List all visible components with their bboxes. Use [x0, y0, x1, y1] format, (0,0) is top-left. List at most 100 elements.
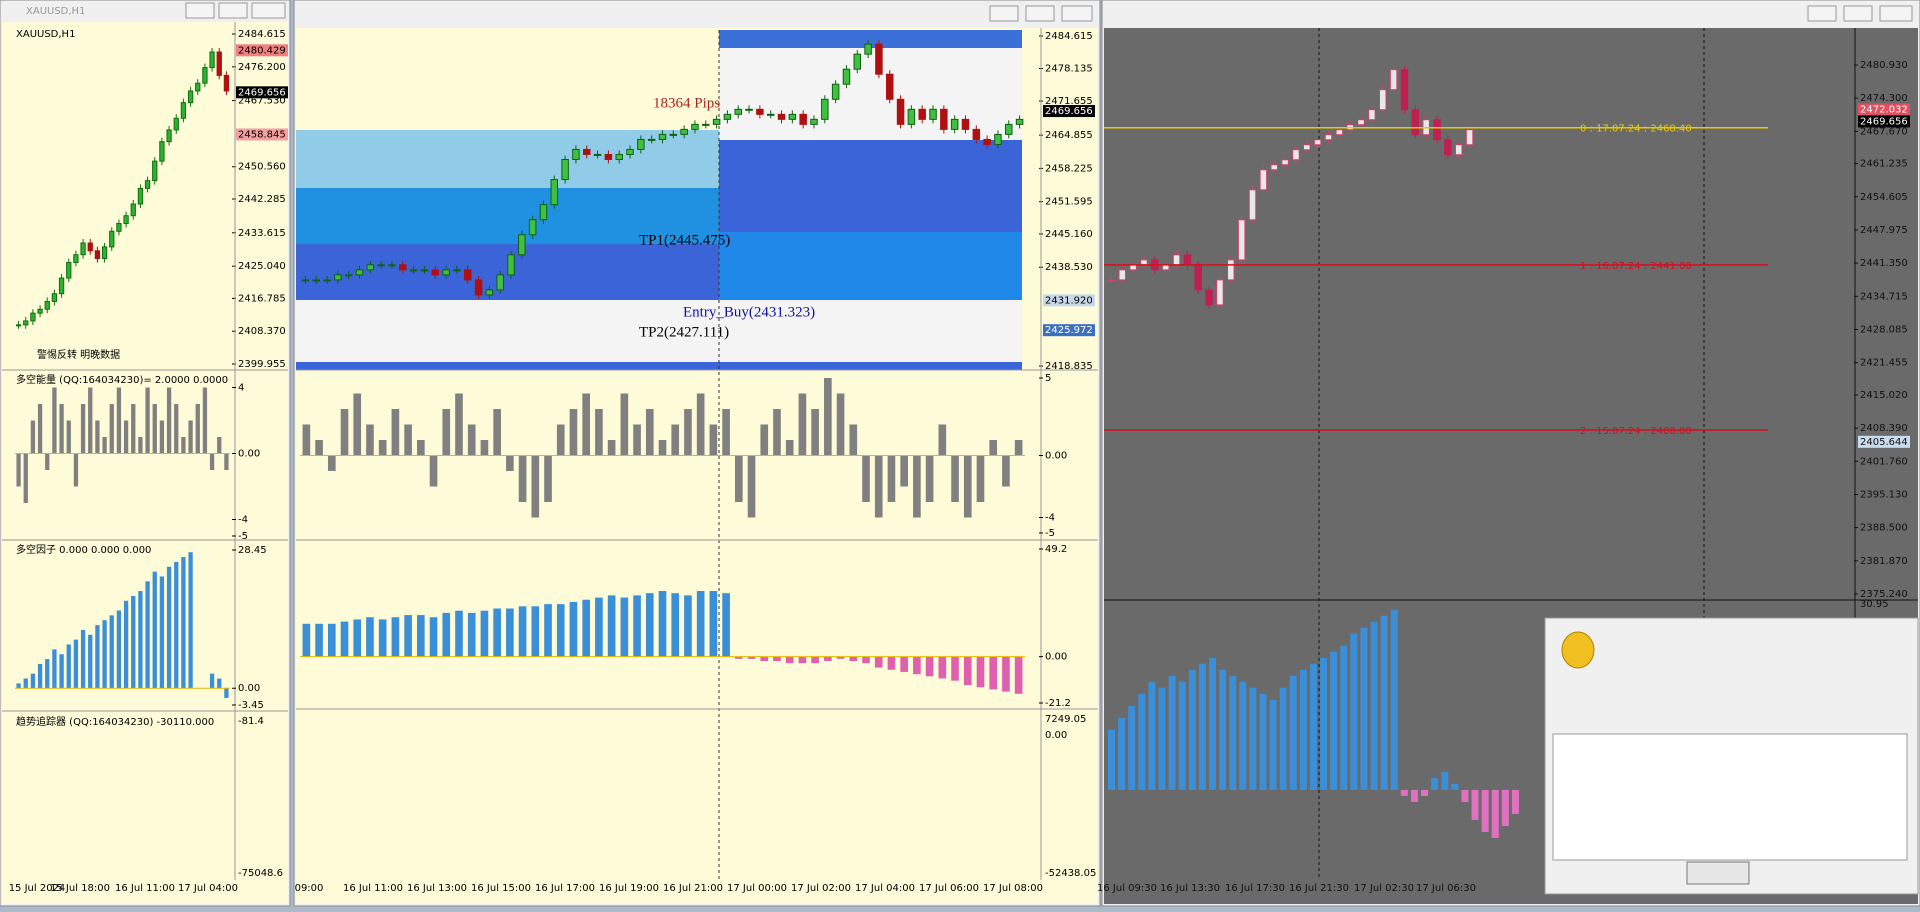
- candle: [745, 108, 753, 111]
- tick-label: 2415.020: [1860, 390, 1908, 401]
- hist-bar: [773, 656, 781, 661]
- hist-bar: [735, 656, 743, 659]
- hist-bar: [620, 393, 629, 456]
- candle: [202, 67, 208, 84]
- hist-bar: [1148, 681, 1156, 790]
- hist-bar: [455, 393, 463, 456]
- hist-bar: [938, 424, 947, 456]
- level-label: 2 : 15.07.24 : 2408.00: [1580, 426, 1692, 437]
- ok-button[interactable]: [1686, 861, 1750, 885]
- candle: [907, 108, 916, 125]
- candle: [216, 51, 222, 76]
- left-buttons[interactable]: [185, 2, 286, 19]
- candle: [15, 324, 22, 327]
- candle: [1281, 159, 1289, 166]
- candle: [550, 179, 559, 206]
- hist-bar: [1491, 789, 1499, 838]
- candle: [983, 138, 991, 145]
- hist-bar: [417, 615, 425, 657]
- price-highlight: [1043, 324, 1095, 337]
- tick-label: 2438.530: [1045, 262, 1093, 273]
- hist-bar: [951, 656, 959, 681]
- candle: [366, 264, 375, 271]
- candle: [1324, 134, 1333, 141]
- hist-bar: [811, 656, 819, 664]
- hist-bar: [506, 608, 514, 657]
- hist-bar: [37, 663, 43, 689]
- hist-bar: [181, 557, 186, 689]
- candle: [116, 222, 122, 232]
- tick-label: 49.2: [1045, 544, 1067, 555]
- hist-bar: [1360, 627, 1368, 790]
- candle: [1357, 119, 1365, 126]
- price-highlight: [236, 44, 288, 57]
- hist-bar: [327, 455, 336, 471]
- hist-bar: [45, 659, 50, 689]
- hist-bar: [938, 656, 947, 679]
- candle: [1303, 144, 1311, 151]
- time-label: 17 Jul 02:00: [791, 883, 851, 894]
- hist-bar: [1380, 615, 1388, 790]
- hist-bar: [824, 656, 832, 661]
- hist-bar: [480, 610, 489, 657]
- hist-bar: [166, 566, 172, 689]
- candle: [1444, 139, 1452, 156]
- hist-bar: [16, 453, 21, 487]
- tick-label: 28.45: [238, 545, 267, 556]
- candle: [961, 118, 970, 130]
- hist-bar: [1350, 633, 1358, 790]
- tick-label: 2454.605: [1860, 192, 1908, 203]
- tick-label: -3.45: [238, 700, 264, 711]
- hist-bar: [849, 424, 858, 456]
- hist-bar: [518, 455, 527, 502]
- hist-bar: [202, 387, 208, 454]
- candle: [87, 242, 93, 252]
- tick-label: 2461.235: [1860, 159, 1908, 170]
- hist-bar: [102, 437, 107, 454]
- hist-bar: [963, 656, 972, 686]
- hist-bar: [1014, 656, 1023, 694]
- price-highlight: [1858, 435, 1910, 448]
- middle-buttons[interactable]: [989, 5, 1093, 22]
- hist-bar: [595, 597, 603, 657]
- tick-label: -81.4: [238, 716, 264, 727]
- candle: [539, 204, 548, 221]
- tick-label: 2451.595: [1045, 197, 1093, 208]
- candle: [159, 141, 165, 162]
- hist-bar: [131, 595, 136, 689]
- hist-bar: [785, 656, 794, 664]
- candle: [669, 133, 678, 136]
- hist-bar: [887, 656, 896, 670]
- time-label: 16 Jul 21:00: [663, 883, 723, 894]
- hist-bar: [1118, 717, 1126, 790]
- hist-bar: [181, 437, 186, 454]
- hist-bar: [811, 409, 819, 456]
- hist-bar: [1451, 783, 1459, 790]
- candle: [23, 320, 29, 326]
- hist-bar: [1330, 651, 1338, 790]
- hist-bar: [722, 593, 730, 657]
- hist-bar: [874, 656, 883, 668]
- hist-bar: [1168, 675, 1176, 790]
- hist-bar: [16, 683, 21, 689]
- right-buttons[interactable]: [1807, 5, 1913, 22]
- tick-label: 0.00: [1045, 451, 1067, 462]
- hist-bar: [544, 455, 552, 502]
- hist-bar: [152, 404, 157, 454]
- candle: [1248, 189, 1257, 221]
- candle: [323, 279, 331, 282]
- candle: [1161, 264, 1170, 271]
- hist-bar: [1481, 789, 1489, 832]
- hist-bar: [1400, 789, 1408, 796]
- hist-bar: [963, 455, 972, 518]
- hist-bar: [900, 656, 908, 672]
- hist-bar: [531, 455, 540, 518]
- hist-bar: [174, 404, 179, 454]
- hist-bar: [152, 571, 157, 689]
- tick-label: 2469.656: [1045, 106, 1093, 117]
- time-label: 09:00: [295, 883, 324, 894]
- hist-bar: [366, 617, 374, 657]
- candle: [1313, 139, 1322, 146]
- tick-label: 30.95: [1860, 599, 1889, 610]
- tick-label: 2428.085: [1860, 325, 1908, 336]
